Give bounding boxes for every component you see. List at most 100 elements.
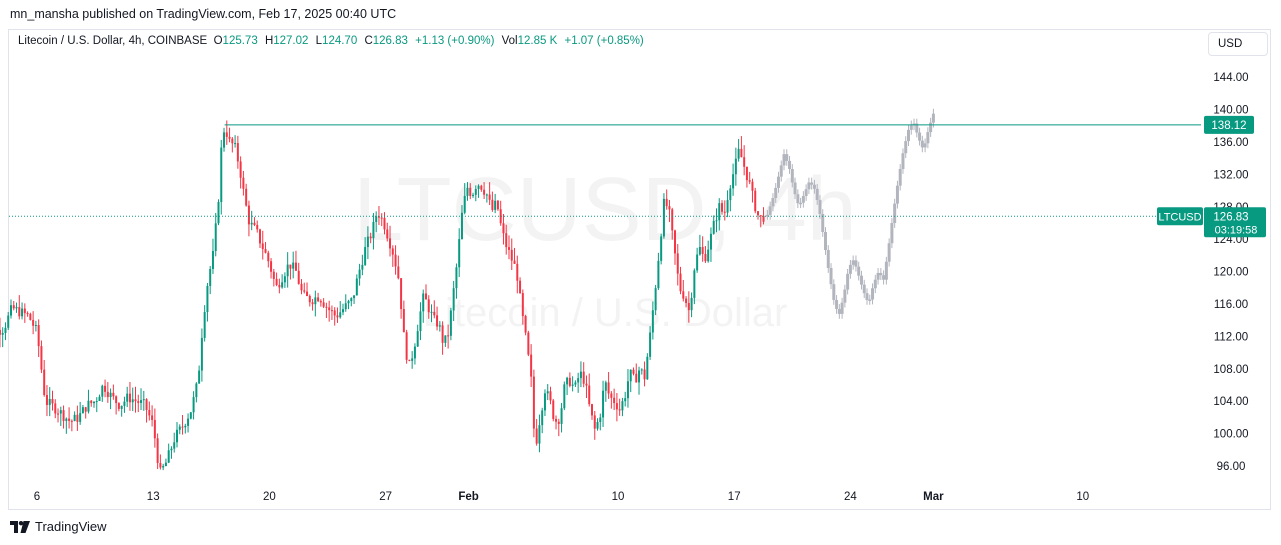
- candle-body: [640, 369, 643, 371]
- candle-body: [673, 230, 676, 254]
- candle-body: [582, 371, 585, 384]
- candle-body: [626, 381, 629, 399]
- candle-body: [513, 260, 516, 264]
- candle-body: [543, 393, 546, 411]
- candle-body: [610, 393, 613, 398]
- candle-body: [546, 391, 549, 394]
- resistance-price-label: 138.12: [1211, 120, 1246, 132]
- legend-close: 126.83: [372, 35, 408, 47]
- candle-body: [621, 401, 624, 411]
- projection-body: [879, 272, 883, 276]
- candle-body: [189, 412, 192, 419]
- candle-body: [729, 188, 732, 201]
- candle-body: [568, 377, 571, 386]
- projection-body: [801, 196, 805, 203]
- candle-body: [662, 198, 665, 237]
- x-tick-label: 10: [1076, 491, 1089, 503]
- candle-body: [480, 185, 483, 190]
- candle-body: [549, 391, 552, 401]
- candle-body: [181, 426, 184, 428]
- projection-body: [790, 169, 794, 183]
- projection-body: [835, 299, 839, 309]
- candle-body: [651, 310, 654, 333]
- candle-body: [120, 405, 123, 409]
- currency-button[interactable]: USD: [1208, 32, 1268, 56]
- y-tick-label: 108.00: [1213, 364, 1248, 376]
- candle-body: [84, 407, 87, 412]
- tradingview-logo-icon: [10, 520, 30, 533]
- candle-body: [604, 382, 607, 391]
- projection-body: [840, 302, 844, 314]
- candle-body: [560, 408, 563, 424]
- candle-body: [0, 329, 1, 335]
- candle-body: [740, 148, 743, 158]
- candle-body: [693, 270, 696, 298]
- candle-body: [131, 399, 134, 403]
- candle-body: [333, 310, 336, 316]
- candle-body: [187, 418, 190, 426]
- candle-body: [198, 370, 201, 384]
- candle-body: [292, 262, 295, 269]
- candle-body: [162, 466, 165, 468]
- candle-body: [106, 391, 109, 398]
- x-tick-label: 13: [147, 491, 160, 503]
- candle-body: [638, 370, 641, 383]
- candle-body: [206, 285, 209, 313]
- candle-body: [134, 399, 137, 402]
- projection-body: [793, 182, 797, 195]
- candle-body: [411, 358, 414, 361]
- candle-body: [369, 236, 372, 239]
- x-tick-label: 17: [728, 491, 741, 503]
- projection-body: [807, 182, 811, 190]
- projection-body: [821, 214, 825, 232]
- candle-body: [178, 426, 181, 430]
- candle-body: [397, 266, 400, 279]
- candle-body: [300, 283, 303, 291]
- candle-body: [389, 238, 392, 249]
- candle-body: [488, 194, 491, 200]
- projection-body: [832, 284, 836, 300]
- candle-body: [671, 209, 674, 231]
- candle-body: [167, 450, 170, 463]
- candle-body: [51, 398, 54, 404]
- candle-body: [438, 325, 441, 327]
- tradingview-footer[interactable]: TradingView: [10, 519, 107, 534]
- candle-body: [175, 429, 178, 443]
- candle-body: [743, 157, 746, 167]
- candle-body: [629, 369, 632, 382]
- candle-body: [408, 359, 411, 361]
- projection-body: [843, 289, 847, 303]
- candle-body: [303, 290, 306, 292]
- candle-body: [228, 136, 231, 139]
- candle-body: [494, 200, 497, 210]
- candle-body: [377, 216, 380, 218]
- candle-body: [59, 410, 62, 414]
- candle-body: [54, 403, 57, 414]
- candle-body: [571, 384, 574, 386]
- candle-body: [76, 414, 79, 422]
- candle-body: [455, 267, 458, 289]
- candle-body: [419, 311, 422, 332]
- candle-body: [466, 187, 469, 196]
- candle-body: [516, 263, 519, 281]
- candle-body: [364, 247, 367, 265]
- candle-body: [424, 293, 427, 300]
- candle-body: [361, 264, 364, 270]
- candle-body: [524, 316, 527, 333]
- projection-body: [782, 154, 786, 166]
- legend-low-label: L: [315, 35, 323, 47]
- projection-body: [774, 187, 778, 199]
- candle-body: [29, 313, 32, 320]
- candle-body: [613, 397, 616, 404]
- candle-body: [751, 181, 754, 191]
- candle-body: [115, 396, 118, 404]
- candle-body: [317, 297, 320, 302]
- candle-body: [754, 190, 757, 212]
- candle-body: [505, 233, 508, 248]
- x-tick-label: 10: [612, 491, 625, 503]
- candle-body: [104, 385, 107, 392]
- candle-body: [195, 383, 198, 398]
- candle-body: [330, 310, 333, 312]
- candle-body: [366, 236, 369, 248]
